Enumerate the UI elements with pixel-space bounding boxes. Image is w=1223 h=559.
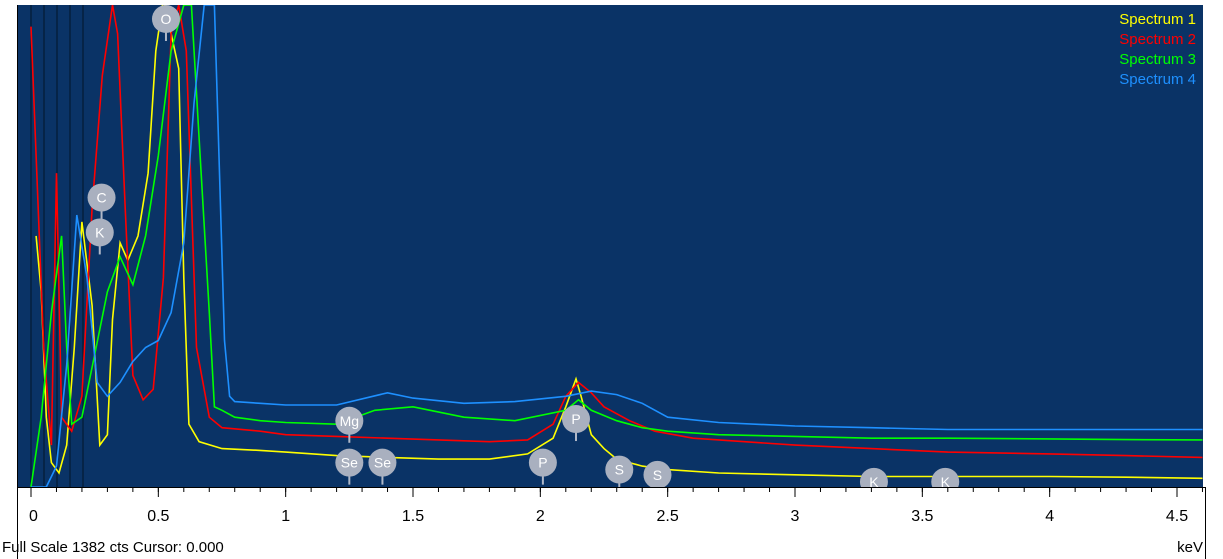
- x-tick-label: 0.5: [147, 508, 169, 525]
- legend-entry-1[interactable]: Spectrum 1: [1119, 11, 1196, 28]
- peak-label-0: O: [161, 11, 172, 27]
- peak-label-3: Mg: [340, 413, 359, 429]
- x-axis-area: [17, 487, 1206, 536]
- peak-marker-6[interactable]: [528, 448, 557, 477]
- x-tick-label: 1: [281, 508, 290, 525]
- peak-label-10: K: [869, 474, 879, 490]
- peak-label-4: Se: [341, 455, 358, 471]
- peak-marker-7[interactable]: [561, 405, 590, 434]
- peak-marker-5[interactable]: [368, 448, 397, 477]
- legend-entry-2[interactable]: Spectrum 2: [1119, 31, 1196, 48]
- status-bar: Full Scale 1382 cts Cursor: 0.000 keV: [0, 536, 1223, 559]
- full-scale-cursor-readout: Full Scale 1382 cts Cursor: 0.000: [2, 539, 224, 556]
- peak-marker-2[interactable]: [85, 218, 114, 247]
- peak-label-7: P: [571, 411, 580, 427]
- peak-marker-3[interactable]: [335, 406, 364, 435]
- peak-marker-1[interactable]: [87, 183, 116, 212]
- x-tick-label: 1.5: [402, 508, 424, 525]
- x-tick-label: 3.5: [911, 508, 933, 525]
- peak-label-1: C: [96, 190, 106, 206]
- x-tick-label: 2: [536, 508, 545, 525]
- x-tick-label: 2.5: [657, 508, 679, 525]
- x-tick-label: 0: [29, 508, 38, 525]
- peak-marker-0[interactable]: [151, 5, 180, 33]
- peak-label-9: S: [653, 467, 662, 483]
- peak-marker-4[interactable]: [335, 448, 364, 477]
- x-tick-label: 4: [1045, 508, 1054, 525]
- legend-entry-3[interactable]: Spectrum 3: [1119, 51, 1196, 68]
- peak-label-2: K: [95, 224, 105, 240]
- peak-label-5: Se: [374, 455, 391, 471]
- series-line-4[interactable]: [31, 5, 1203, 487]
- x-axis-unit-label: keV: [1177, 539, 1203, 556]
- peak-label-6: P: [538, 455, 547, 471]
- x-tick-label: 3: [791, 508, 800, 525]
- peak-label-8: S: [615, 462, 624, 478]
- legend-entry-4[interactable]: Spectrum 4: [1119, 71, 1196, 88]
- x-tick-label: 4.5: [1166, 508, 1188, 525]
- peak-marker-8[interactable]: [605, 455, 634, 484]
- peak-label-11: K: [941, 474, 951, 490]
- series-line-3[interactable]: [30, 5, 1203, 487]
- series-line-2[interactable]: [30, 5, 1203, 459]
- peak-marker-9[interactable]: [643, 460, 672, 489]
